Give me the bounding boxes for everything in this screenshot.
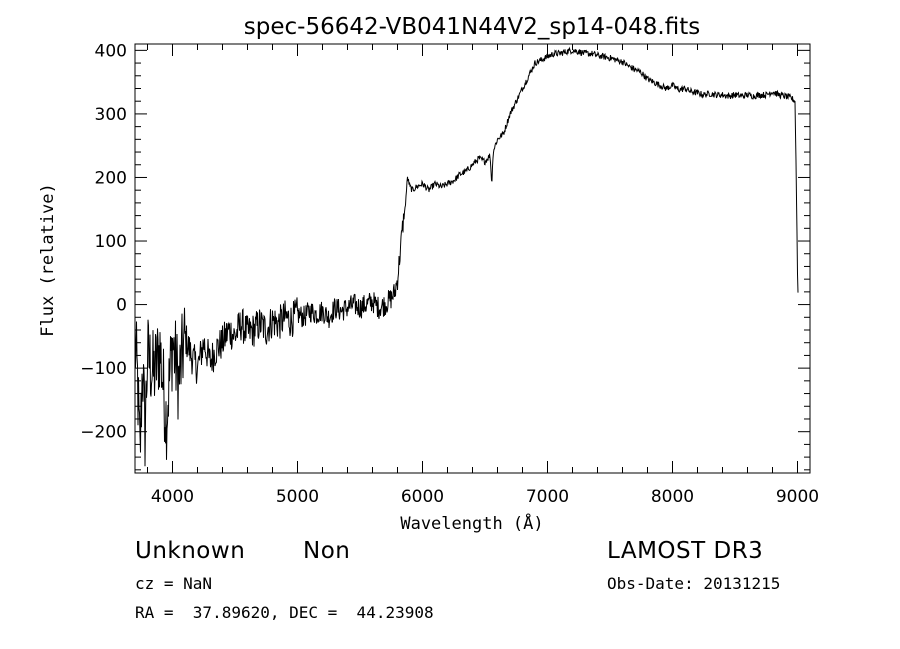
observation-date: Obs-Date: 20131215 bbox=[607, 574, 781, 593]
chart-title: spec-56642-VB041N44V2_sp14-048.fits bbox=[244, 14, 700, 40]
y-axis-label: Flux (relative) bbox=[38, 183, 58, 337]
axes: 4000 5000 6000 7000 8000 9000 −200 −100 0 100 200 3… bbox=[80, 41, 819, 507]
y-tick-label: −200 bbox=[80, 423, 127, 443]
y-tick-label: 200 bbox=[95, 168, 127, 188]
y-tick-label: −100 bbox=[80, 359, 127, 379]
x-tick-label: 5000 bbox=[276, 487, 319, 507]
spectrum-line bbox=[135, 46, 799, 467]
object-class: Unknown bbox=[135, 538, 246, 564]
y-tick-label: 300 bbox=[95, 105, 127, 125]
ra-dec-coordinates: RA = 37.89620, DEC = 44.23908 bbox=[135, 603, 434, 622]
x-tick-label: 4000 bbox=[151, 487, 194, 507]
x-tick-label: 8000 bbox=[651, 487, 694, 507]
redshift-cz: cz = NaN bbox=[135, 574, 213, 593]
x-axis-label: Wavelength (Å) bbox=[400, 512, 543, 534]
survey-name: LAMOST DR3 bbox=[607, 538, 764, 564]
plot-frame bbox=[134, 43, 811, 474]
y-tick-label: 0 bbox=[116, 296, 127, 316]
x-tick-label: 7000 bbox=[526, 487, 569, 507]
y-tick-label: 100 bbox=[95, 232, 127, 252]
x-tick-label: 9000 bbox=[776, 487, 819, 507]
object-subclass: Non bbox=[303, 538, 351, 564]
y-tick-label: 400 bbox=[95, 41, 127, 61]
plot-area bbox=[135, 46, 799, 467]
x-tick-label: 6000 bbox=[401, 487, 444, 507]
